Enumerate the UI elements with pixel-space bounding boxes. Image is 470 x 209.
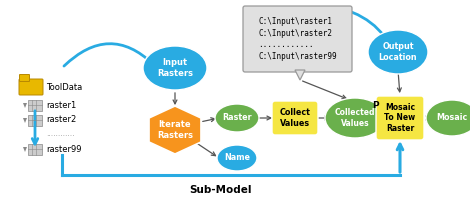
FancyBboxPatch shape: [28, 144, 42, 155]
Text: Mosaic
To New
Raster: Mosaic To New Raster: [384, 103, 415, 133]
Text: raster1: raster1: [46, 101, 76, 110]
Text: ToolData: ToolData: [46, 84, 82, 93]
Text: Input
Rasters: Input Rasters: [157, 58, 193, 78]
Text: Collect
Values: Collect Values: [280, 108, 311, 128]
Ellipse shape: [325, 98, 385, 138]
FancyBboxPatch shape: [243, 6, 352, 72]
FancyBboxPatch shape: [28, 100, 42, 111]
Text: ............: ............: [46, 130, 75, 139]
Ellipse shape: [143, 46, 207, 90]
Text: Mosaic: Mosaic: [436, 113, 468, 122]
Text: Raster: Raster: [222, 113, 252, 122]
Text: Iterate
Rasters: Iterate Rasters: [157, 120, 193, 140]
FancyBboxPatch shape: [28, 115, 42, 126]
FancyBboxPatch shape: [272, 101, 318, 135]
Text: Sub-Model: Sub-Model: [189, 185, 251, 195]
Polygon shape: [23, 118, 27, 123]
FancyBboxPatch shape: [376, 96, 424, 140]
Polygon shape: [295, 70, 305, 80]
Ellipse shape: [215, 104, 259, 132]
Text: C:\Input\raster1
C:\Input\raster2
............
C:\Input\raster99: C:\Input\raster1 C:\Input\raster2 ......…: [258, 17, 337, 61]
Text: raster2: raster2: [46, 116, 76, 125]
Text: Output
Location: Output Location: [379, 42, 417, 62]
Text: P: P: [372, 102, 378, 111]
Polygon shape: [23, 103, 27, 108]
Ellipse shape: [217, 145, 257, 171]
FancyBboxPatch shape: [19, 74, 30, 82]
Ellipse shape: [368, 30, 428, 74]
Polygon shape: [23, 147, 27, 152]
Text: Name: Name: [224, 153, 250, 163]
Text: Collected
Values: Collected Values: [335, 108, 375, 128]
Polygon shape: [149, 106, 201, 154]
Text: raster99: raster99: [46, 144, 81, 153]
Ellipse shape: [426, 100, 470, 136]
FancyBboxPatch shape: [19, 79, 43, 95]
